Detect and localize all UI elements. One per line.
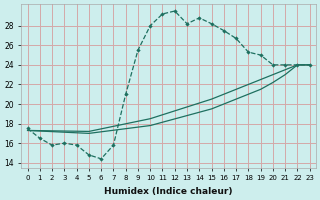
X-axis label: Humidex (Indice chaleur): Humidex (Indice chaleur) [104,187,233,196]
